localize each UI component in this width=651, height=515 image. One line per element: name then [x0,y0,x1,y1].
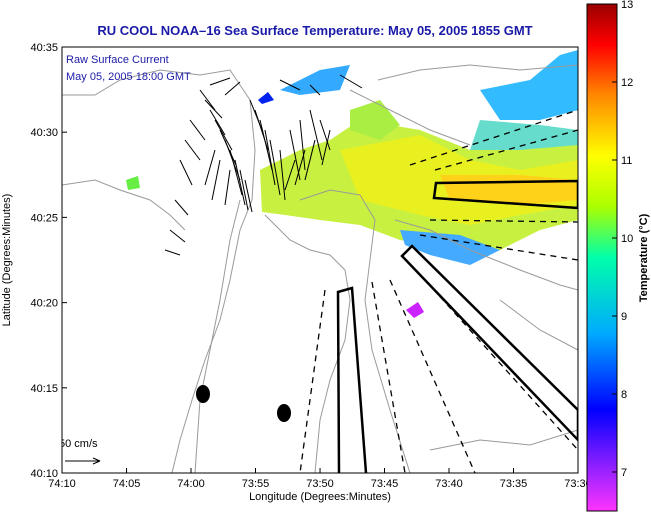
y-tick-label: 40:30 [30,127,58,139]
x-tick-label: 74:10 [48,478,76,490]
y-axis-label: Latitude (Degrees:Minutes) [1,194,13,327]
x-tick-label: 73:30 [564,478,592,490]
colorbar-tick-label: 13 [621,0,633,11]
y-tick-label: 40:25 [30,212,58,224]
x-tick-label: 73:40 [435,478,463,490]
x-tick-label: 73:45 [371,478,399,490]
legend-line-1: Raw Surface Current [66,54,169,66]
y-tick-label: 40:35 [30,42,58,54]
hf-radar-station-2 [277,404,291,422]
x-tick-label: 73:55 [242,478,270,490]
scale-arrow [65,457,101,465]
y-tick-label: 40:10 [30,468,58,480]
colorbar-tick-label: 12 [621,77,633,89]
colorbar-tick-label: 7 [621,467,627,479]
colorbar-tick-label: 9 [621,311,627,323]
legend-line-2: May 05, 2005 18:00 GMT [66,71,191,83]
coastline-and-bathymetry [62,64,578,473]
shipping-lanes [336,179,578,473]
colorbar-ticks: 7 8 9 10 11 12 13 [612,0,633,479]
x-tick-label: 73:50 [306,478,334,490]
plot-area: Raw Surface Current May 05, 2005 18:00 G… [59,47,578,473]
colorbar-tick-label: 8 [621,389,627,401]
scale-label: 50 cm/s [59,438,98,450]
traffic-separation-lines [299,109,578,473]
x-axis-label: Longitude (Degrees:Minutes) [249,491,391,503]
x-tick-label: 74:00 [177,478,205,490]
surface-current-vectors [164,74,363,256]
colorbar-label: Temperature (°C) [638,213,650,302]
y-tick-label: 40:20 [30,298,58,310]
x-axis: 74:10 74:05 74:00 73:55 73:50 73:45 73:40 73:35… [48,468,592,490]
colorbar [586,3,618,512]
chart-title: RU COOL NOAA–16 Sea Surface Temperature:… [97,23,532,38]
y-tick-label: 40:15 [30,383,58,395]
hf-radar-station-1 [196,385,210,403]
colorbar-tick-label: 11 [621,155,632,167]
colorbar-tick-label: 10 [621,233,633,245]
x-tick-label: 74:05 [113,478,141,490]
x-tick-label: 73:35 [500,478,528,490]
y-axis: 40:35 40:30 40:25 40:20 40:15 40:10 [30,42,67,480]
